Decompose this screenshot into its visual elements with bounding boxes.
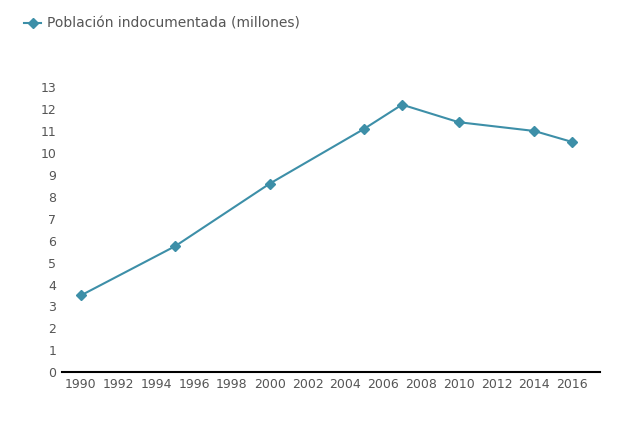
- Población indocumentada (millones): [77, 293, 85, 298]
- Población indocumentada (millones): [171, 244, 179, 249]
- Población indocumentada (millones): [568, 140, 576, 145]
- Población indocumentada (millones): [360, 126, 368, 131]
- Población indocumentada (millones): [266, 181, 274, 186]
- Line: Población indocumentada (millones): Población indocumentada (millones): [77, 101, 576, 299]
- Población indocumentada (millones): [530, 129, 538, 134]
- Población indocumentada (millones): [455, 120, 462, 125]
- Población indocumentada (millones): [398, 102, 405, 107]
- Legend: Población indocumentada (millones): Población indocumentada (millones): [19, 11, 305, 36]
